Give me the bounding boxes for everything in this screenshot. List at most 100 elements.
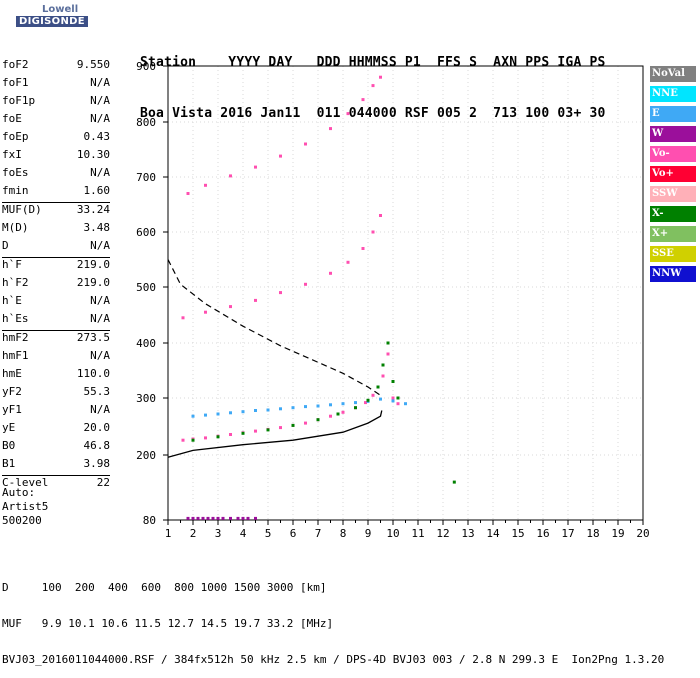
x-tick-label: 16 [536, 527, 549, 540]
param-name: foF1 [2, 76, 29, 89]
param-separator [2, 202, 110, 203]
data-point-X- [376, 385, 380, 389]
param-value: 110.0 [76, 367, 110, 380]
x-tick-label: 1 [165, 527, 172, 540]
legend-item: E [650, 106, 696, 122]
data-point-W [216, 516, 220, 520]
param-value: 10.30 [76, 148, 110, 161]
param-row: yF1 N/A [2, 403, 110, 421]
data-point-E [391, 399, 395, 403]
data-point-Vo- [279, 154, 282, 158]
x-tick-label: 9 [365, 527, 372, 540]
data-point-Vo- [181, 316, 185, 320]
param-row: B1 3.98 [2, 457, 110, 475]
param-name: hmE [2, 367, 22, 380]
param-value: 3.48 [83, 221, 111, 234]
param-name: h`F2 [2, 276, 29, 289]
data-point-Vo- [279, 291, 282, 295]
data-point-Vo- [341, 410, 345, 414]
x-tick-label: 10 [386, 527, 399, 540]
data-point-Vo- [304, 421, 307, 425]
data-point-Vo- [204, 183, 207, 187]
y-tick-label: 800 [136, 116, 156, 129]
data-point-Vo- [254, 298, 257, 302]
data-point-X- [241, 431, 245, 435]
data-point-E [229, 411, 232, 415]
x-tick-label: 19 [611, 527, 624, 540]
data-point-E [404, 402, 407, 406]
param-value: N/A [90, 239, 110, 252]
param-row: B0 46.8 [2, 439, 110, 457]
param-name: foF1p [2, 94, 36, 107]
legend-item: Vo+ [650, 166, 696, 182]
legend-item: NNW [650, 266, 696, 282]
digisonde-logo: Lowell DIGISONDE [2, 4, 88, 38]
data-point-E [254, 409, 257, 412]
y-tick-label: 80 [143, 514, 156, 527]
param-row: hmF2 273.5 [2, 331, 110, 349]
data-point-E [304, 405, 307, 409]
param-name: MUF(D) [2, 203, 42, 216]
data-point-X- [336, 412, 340, 416]
param-name: foF2 [2, 58, 29, 71]
param-row: MUF(D) 33.24 [2, 203, 110, 221]
param-value: 219.0 [76, 276, 110, 289]
data-point-X- [266, 428, 270, 432]
data-point-Vo- [229, 174, 232, 178]
data-point-X- [316, 418, 320, 422]
data-point-E [291, 406, 295, 410]
param-value: 46.8 [83, 439, 111, 452]
logo-lowell: Lowell [42, 4, 79, 15]
data-point-W [221, 516, 225, 520]
legend-item: W [650, 126, 696, 142]
legend-item: SSE [650, 246, 696, 262]
param-name: h`E [2, 294, 22, 307]
auto-algorithm: Artist5 [2, 500, 49, 513]
data-point-Vo- [391, 396, 395, 400]
param-name: fmin [2, 184, 29, 197]
y-tick-label: 300 [136, 392, 156, 405]
param-name: C-level [2, 476, 49, 489]
param-name: B1 [2, 457, 16, 470]
data-point-E [216, 412, 220, 416]
data-point-Vo- [229, 433, 232, 436]
param-row: h`F 219.0 [2, 258, 110, 276]
x-tick-label: 6 [290, 527, 297, 540]
x-tick-label: 8 [340, 527, 347, 540]
scaled-parameters: foF2 9.550 foF1 N/A foF1p N/A foE N/A foEp 0.43 fx… [2, 58, 110, 494]
data-point-Vo- [329, 414, 332, 418]
x-tick-label: 2 [190, 527, 197, 540]
x-tick-label: 4 [240, 527, 247, 540]
data-point-E [316, 404, 320, 408]
data-point-W [241, 516, 245, 520]
data-point-E [379, 397, 382, 401]
x-tick-label: 7 [315, 527, 322, 540]
header-values: Boa Vista 2016 Jan11 011 044000 RSF 005 … [140, 106, 606, 121]
param-value: N/A [90, 403, 110, 416]
data-point-W [191, 516, 195, 520]
muf-row: MUF 9.9 10.1 10.6 11.5 12.7 14.5 19.7 33… [2, 617, 334, 630]
x-tick-label: 17 [561, 527, 574, 540]
bottom-info: D 100 200 400 600 800 1000 1500 3000 [km… [2, 558, 664, 678]
param-separator [2, 330, 110, 331]
param-name: yE [2, 421, 16, 434]
param-value: N/A [90, 166, 110, 179]
auto-label: Auto: [2, 486, 36, 499]
data-point-W [206, 516, 210, 520]
x-tick-label: 12 [436, 527, 449, 540]
data-point-W [186, 516, 190, 520]
data-point-Vo- [329, 127, 332, 131]
data-point-Vo- [364, 401, 367, 405]
param-value: 0.43 [83, 130, 111, 143]
param-name: B0 [2, 439, 16, 452]
data-point-Vo- [329, 271, 332, 275]
param-name: yF1 [2, 403, 22, 416]
data-point-Vo- [254, 165, 257, 169]
y-tick-label: 700 [136, 171, 156, 184]
data-point-Vo- [346, 112, 350, 116]
param-name: h`Es [2, 312, 29, 325]
param-row: hmF1 N/A [2, 349, 110, 367]
logo-digisonde: DIGISONDE [16, 16, 88, 27]
param-value: 3.98 [83, 457, 111, 470]
param-row: foEs N/A [2, 166, 110, 184]
